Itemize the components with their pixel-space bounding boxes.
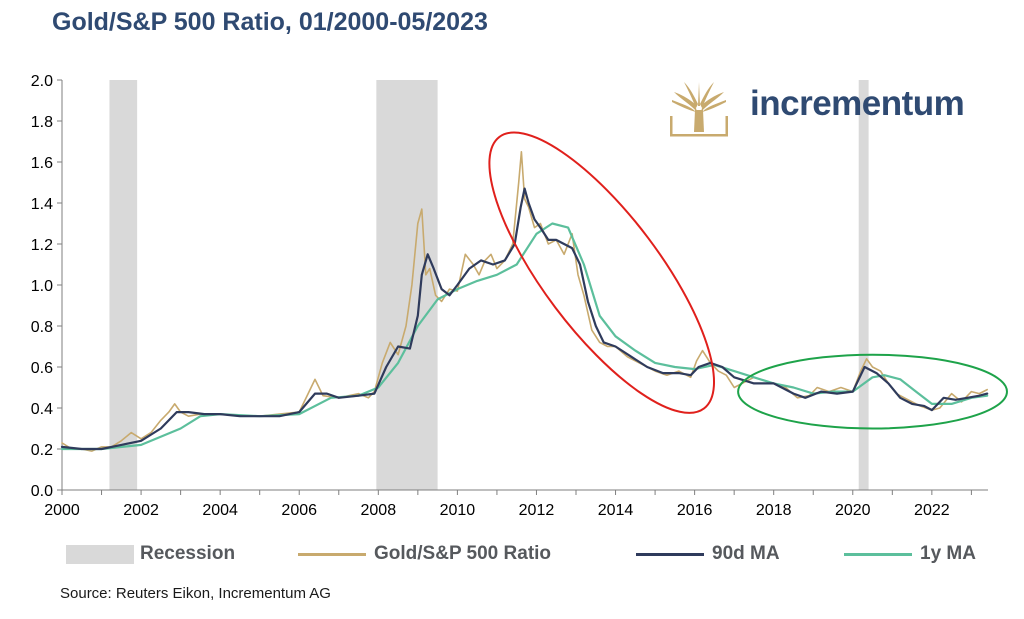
- red-ellipse-annotation: [488, 131, 716, 414]
- x-tick-label: 2004: [202, 502, 238, 519]
- x-tick-label: 2018: [756, 502, 792, 519]
- x-tick-label: 2000: [44, 502, 80, 519]
- legend-item-ratio: Gold/S&P 500 Ratio: [298, 541, 551, 567]
- axes: 0.0 0.2 0.4 0.6 0.8 1.0 1.2 1.4 1.6 1.8 2.0 2000 200…: [31, 73, 988, 519]
- series-line-1y-ma: [60, 222, 989, 451]
- y-tick-label: 0.4: [31, 401, 53, 418]
- legend-label-1y-ma: 1y MA: [920, 543, 976, 564]
- y-tick-label: 1.4: [31, 196, 53, 213]
- recession-band: [376, 80, 438, 490]
- legend-label-recession: Recession: [140, 543, 236, 564]
- legend-swatch-90d-ma: [636, 552, 704, 556]
- series-line-90d-ma: [60, 187, 989, 451]
- y-tick-label: 1.2: [31, 237, 53, 254]
- x-tick-label: 2016: [677, 502, 713, 519]
- source-note: Source: Reuters Eikon, Incrementum AG: [60, 585, 331, 602]
- y-tick-label: 1.8: [31, 114, 53, 131]
- annotation-ellipses: [488, 131, 1008, 430]
- x-tick-label: 2012: [519, 502, 555, 519]
- legend-swatch-recession: [66, 544, 134, 564]
- legend-swatch-ratio: [298, 552, 366, 556]
- y-tick-label: 0.6: [31, 360, 53, 377]
- x-tick-label: 2006: [281, 502, 317, 519]
- logo-wordmark: incrementum: [750, 84, 965, 123]
- series-line-gold-sp500-ratio: [61, 151, 988, 452]
- x-tick-label: 2010: [440, 502, 476, 519]
- chart-title: Gold/S&P 500 Ratio, 01/2000-05/2023: [52, 8, 488, 36]
- chart-plot: 0.0 0.2 0.4 0.6 0.8 1.0 1.2 1.4 1.6 1.8 2.0 2000 200…: [31, 73, 1008, 519]
- incrementum-logo: incrementum: [668, 80, 968, 140]
- legend-item-recession: Recession: [66, 541, 235, 567]
- y-tick-label: 0.0: [31, 483, 53, 500]
- y-tick-label: 1.6: [31, 155, 53, 172]
- x-tick-label: 2014: [598, 502, 634, 519]
- y-tick-label: 2.0: [31, 73, 53, 90]
- y-tick-label: 1.0: [31, 278, 53, 295]
- legend-swatch-1y-ma: [844, 552, 912, 556]
- legend-item-90d-ma: 90d MA: [636, 541, 780, 567]
- chart-legend: Recession Gold/S&P 500 Ratio 90d MA 1y M…: [66, 541, 996, 567]
- green-ellipse-annotation: [737, 353, 1008, 430]
- tree-logo-icon: [668, 80, 730, 138]
- legend-item-1y-ma: 1y MA: [844, 541, 976, 567]
- recession-band: [109, 80, 138, 490]
- x-tick-label: 2008: [361, 502, 397, 519]
- y-tick-label: 0.8: [31, 319, 53, 336]
- legend-label-ratio: Gold/S&P 500 Ratio: [374, 543, 552, 564]
- series-lines: [60, 151, 989, 452]
- x-tick-label: 2002: [123, 502, 159, 519]
- x-tick-label: 2022: [914, 502, 950, 519]
- x-tick-label: 2020: [835, 502, 871, 519]
- legend-label-90d-ma: 90d MA: [712, 543, 780, 564]
- recession-band: [858, 80, 869, 490]
- recession-bands: [109, 80, 869, 490]
- y-tick-label: 0.2: [31, 442, 53, 459]
